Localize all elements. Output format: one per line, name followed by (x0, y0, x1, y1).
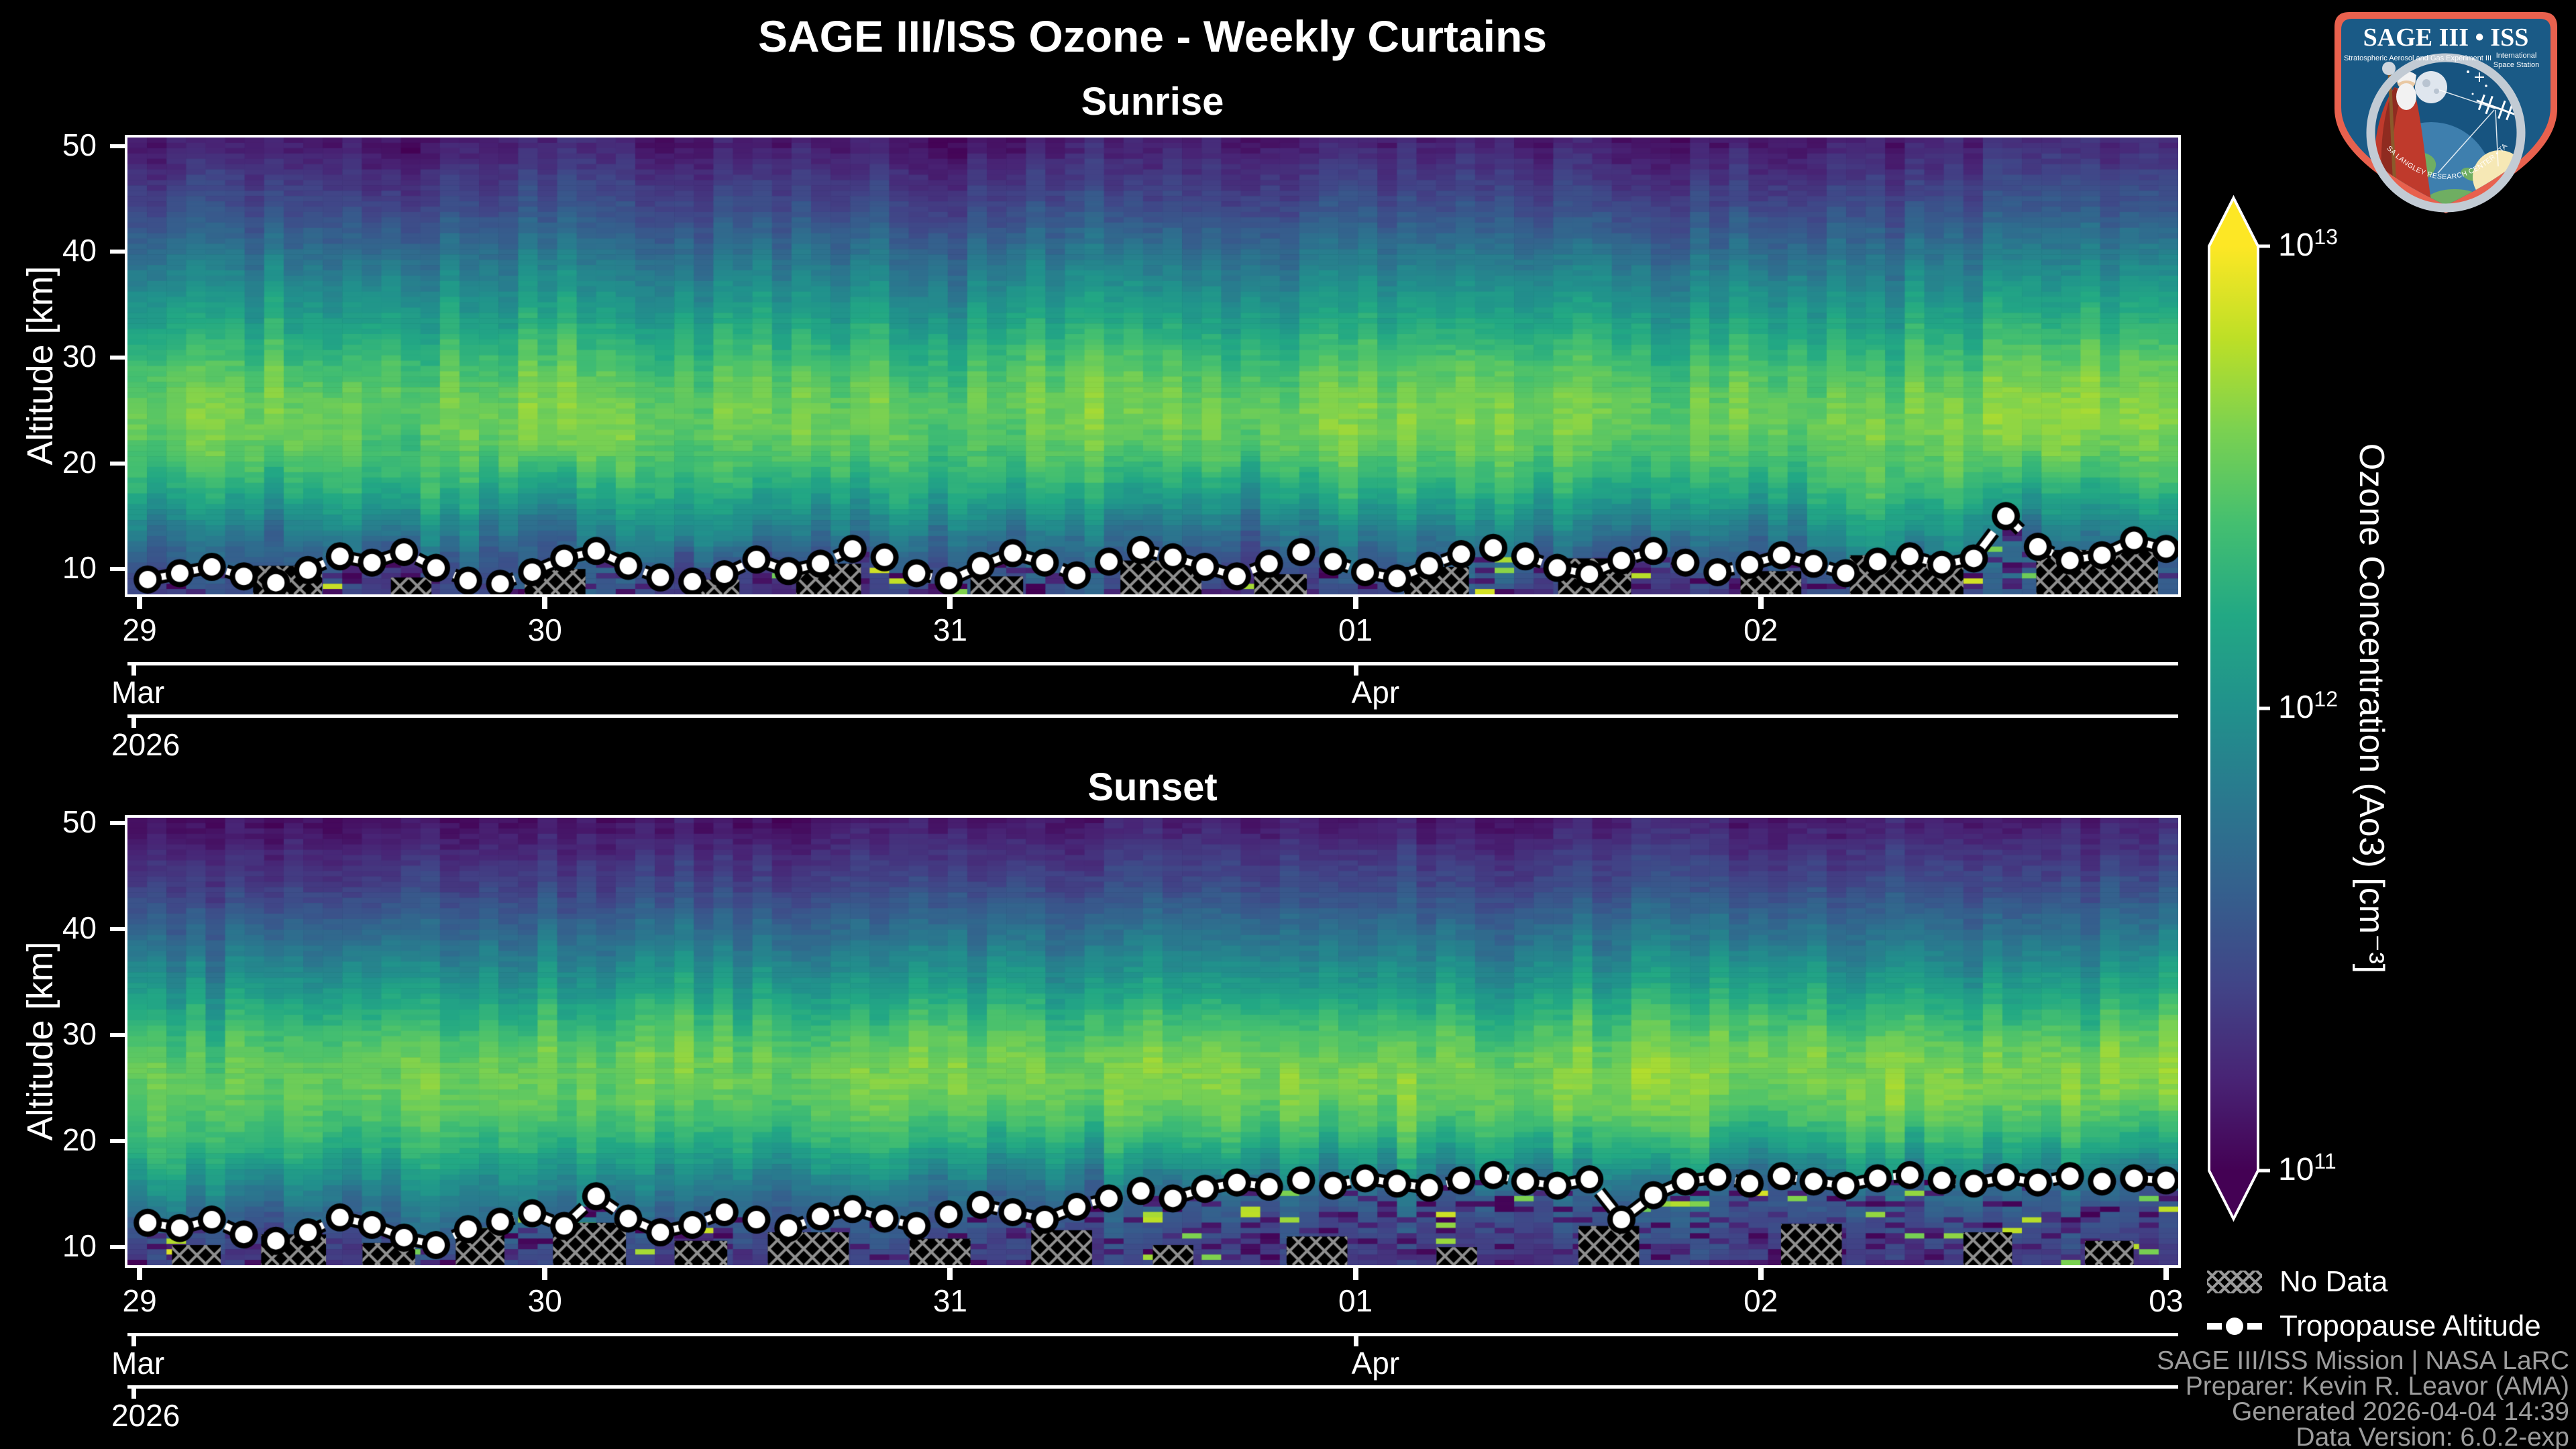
x-tick-label: 01 (1338, 1283, 1373, 1318)
x-tick-mark (137, 1268, 143, 1280)
no-data-legend-label: No Data (2279, 1265, 2388, 1298)
x-tick-label: 01 (1338, 612, 1373, 647)
x-tick-label: 03 (2149, 1283, 2184, 1318)
sunrise-curtain-plot (127, 138, 2178, 594)
colorbar (2208, 195, 2270, 1222)
x-tick-mark (1352, 597, 1358, 609)
x-tick-mark (542, 1268, 548, 1280)
x-tick-label: 29 (122, 1283, 157, 1318)
x-tick-mark (1352, 1268, 1358, 1280)
tropopause-line-swatch-icon (2207, 1315, 2262, 1338)
attribution-data-version: Data Version: 6.0.2-exp (2296, 1423, 2569, 1449)
attribution-generated: Generated 2026-04-04 14:39 (2231, 1397, 2569, 1426)
attribution-block: SAGE III/ISS Mission | NASA LaRC Prepare… (1966, 1348, 2569, 1449)
y-tick-mark (110, 461, 126, 466)
x-tick-label: 31 (932, 1283, 968, 1318)
year-axis-line (127, 714, 2178, 718)
y-tick-mark (110, 820, 126, 825)
y-tick-label: 10 (62, 550, 97, 586)
y-tick-label: 30 (62, 1016, 97, 1052)
x-tick-mark (542, 597, 548, 609)
moon-graphic (2415, 71, 2447, 103)
stars (2467, 70, 2487, 95)
y-tick-mark (110, 1139, 126, 1144)
y-tick-mark (110, 926, 126, 931)
sunrise-heatmap-canvas (127, 138, 2178, 594)
tropopause-legend-label: Tropopause Altitude (2279, 1309, 2541, 1342)
colorbar-tick-label: 1012 (2278, 687, 2338, 725)
month-axis-apr-tick (1353, 1336, 1358, 1346)
y-tick-mark (110, 567, 126, 572)
x-tick-label: 30 (527, 612, 562, 647)
month-axis-apr-tick (1353, 665, 1358, 676)
month-label-apr: Apr (1351, 675, 1400, 710)
figure-title: SAGE III/ISS Ozone - Weekly Curtains (757, 11, 1548, 61)
legend-row-no-data: No Data (2207, 1265, 2387, 1299)
colorbar-tick-bottom (2258, 1169, 2270, 1173)
y-tick-label: 50 (62, 804, 97, 839)
x-tick-label: 31 (932, 612, 968, 647)
patch-ring (2366, 53, 2526, 213)
x-tick-label: 02 (1743, 612, 1778, 647)
y-tick-mark (110, 250, 126, 254)
sunrise-plot-title: Sunrise (1081, 80, 1224, 123)
year-label: 2026 (111, 727, 180, 762)
x-tick-mark (2163, 1268, 2169, 1280)
y-tick-label: 30 (62, 338, 97, 374)
patch-title: SAGE III • ISS (2363, 23, 2529, 52)
y-tick-label: 20 (62, 1122, 97, 1158)
x-tick-label: 29 (122, 612, 157, 647)
patch-subtitle-left: Stratospheric Aerosol and Gas Experiment… (2344, 54, 2491, 62)
observation-beams (2437, 89, 2499, 174)
colorbar-axis-label: Ozone Concentration (Ao3) [cm⁻³] (2352, 443, 2391, 974)
x-tick-label: 02 (1743, 1283, 1778, 1318)
month-axis-line (127, 1333, 2178, 1336)
sunset-curtain-plot (127, 818, 2178, 1265)
year-axis-line (127, 1385, 2178, 1389)
y-tick-mark (110, 1245, 126, 1250)
x-tick-mark (1758, 1268, 1764, 1280)
y-tick-label: 40 (62, 233, 97, 268)
sage-iii-iss-mission-patch-logo: SAGE III • ISS Stratospheric Aerosol and… (2330, 8, 2557, 213)
month-label-mar: Mar (111, 675, 165, 710)
colorbar-tick-label: 1011 (2278, 1149, 2337, 1187)
month-label-apr: Apr (1351, 1346, 1400, 1381)
sunset-plot-title: Sunset (1087, 765, 1218, 809)
x-tick-mark (947, 1268, 953, 1280)
sunset-heatmap-canvas (127, 818, 2178, 1265)
colorbar-tick-top (2258, 244, 2270, 248)
y-tick-mark (110, 1033, 126, 1038)
patch-subtitle-right-1: International (2496, 52, 2537, 60)
month-label-mar: Mar (111, 1346, 165, 1381)
colorbar-tick-mid (2258, 706, 2270, 710)
year-label: 2026 (111, 1398, 180, 1433)
attribution-preparer: Preparer: Kevin R. Leavor (AMA) (2185, 1372, 2569, 1401)
year-axis-left-tick (131, 718, 136, 728)
y-tick-label: 50 (62, 127, 97, 162)
colorbar-tick-label: 1013 (2278, 225, 2338, 263)
y-tick-label: 20 (62, 444, 97, 480)
x-tick-mark (137, 597, 143, 609)
y-tick-mark (110, 355, 126, 360)
attribution-mission: SAGE III/ISS Mission | NASA LaRC (2157, 1346, 2569, 1375)
legend-row-tropopause: Tropopause Altitude (2207, 1309, 2541, 1343)
y-tick-label: 40 (62, 910, 97, 945)
y-tick-label: 10 (62, 1228, 97, 1264)
x-tick-label: 30 (527, 1283, 562, 1318)
month-axis-line (127, 662, 2178, 665)
no-data-hatch-swatch-icon (2207, 1271, 2262, 1293)
iss-graphic (2476, 94, 2515, 121)
year-axis-left-tick (131, 1389, 136, 1399)
patch-subtitle-right-2: Space Station (2493, 61, 2540, 69)
month-axis-left-tick (131, 1336, 136, 1346)
month-axis-left-tick (131, 665, 136, 676)
x-tick-mark (947, 597, 953, 609)
y-tick-mark (110, 144, 126, 148)
x-tick-mark (1758, 597, 1764, 609)
colorbar-gradient-bar (2208, 195, 2259, 1222)
